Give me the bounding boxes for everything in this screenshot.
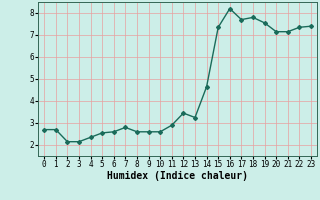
X-axis label: Humidex (Indice chaleur): Humidex (Indice chaleur) xyxy=(107,171,248,181)
